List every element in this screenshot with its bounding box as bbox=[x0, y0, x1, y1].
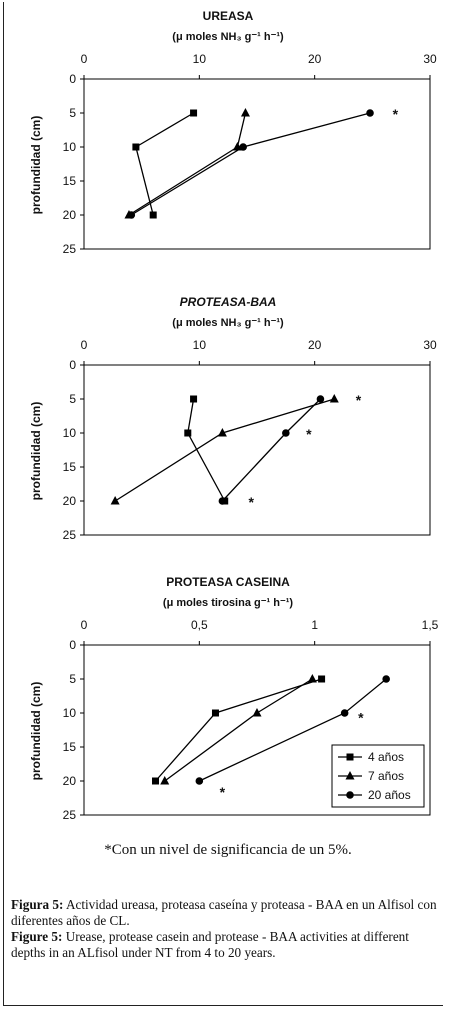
significance-star: * bbox=[356, 392, 362, 408]
data-point-circle bbox=[195, 777, 204, 785]
data-point-circle bbox=[316, 395, 325, 403]
x-tick-label: 30 bbox=[423, 52, 437, 66]
y-tick-label: 25 bbox=[63, 808, 77, 822]
y-tick-label: 20 bbox=[63, 494, 77, 508]
chart-unit-label: (μ moles NH₃ g⁻¹ h⁻¹) bbox=[172, 31, 284, 43]
chart-unit-label: (μ moles tirosina g⁻¹ h⁻¹) bbox=[163, 597, 294, 609]
x-tick-label: 1,5 bbox=[422, 618, 439, 632]
y-tick-label: 5 bbox=[69, 672, 76, 686]
data-point-circle bbox=[340, 709, 349, 717]
caption-en-text: Urease, protease casein and protease - B… bbox=[11, 929, 409, 960]
y-axis-label: profundidad (cm) bbox=[29, 116, 43, 215]
legend-label: 20 años bbox=[368, 788, 411, 802]
series-line-triangle bbox=[128, 112, 247, 216]
data-point-triangle bbox=[160, 776, 170, 785]
y-tick-label: 15 bbox=[63, 460, 77, 474]
chart-proteasa-baa: PROTEASA-BAA (μ moles NH₃ g⁻¹ h⁻¹) profu… bbox=[29, 295, 437, 542]
footnote: *Con un nivel de significancia de un 5%. bbox=[104, 842, 352, 858]
y-tick-label: 0 bbox=[69, 72, 76, 86]
series-line-triangle bbox=[164, 678, 313, 782]
y-tick-label: 5 bbox=[69, 106, 76, 120]
y-tick-label: 10 bbox=[63, 140, 77, 154]
legend-marker-triangle bbox=[345, 771, 355, 780]
data-point-triangle bbox=[240, 108, 250, 117]
data-point-circle bbox=[127, 211, 136, 219]
plot-area bbox=[83, 644, 431, 816]
data-point-square bbox=[211, 709, 219, 717]
data-point-triangle bbox=[252, 708, 262, 717]
data-point-circle bbox=[366, 109, 374, 117]
chart-title: UREASA bbox=[203, 9, 254, 23]
data-point-square bbox=[184, 429, 192, 437]
significance-star: * bbox=[393, 106, 399, 122]
chart-unit-label: (μ moles NH₃ g⁻¹ h⁻¹) bbox=[172, 317, 284, 329]
significance-star: * bbox=[306, 426, 312, 442]
data-point-square bbox=[132, 143, 140, 151]
x-tick-label: 20 bbox=[308, 338, 322, 352]
x-tick-label: 0,5 bbox=[191, 618, 208, 632]
series-line-square bbox=[187, 398, 226, 502]
data-point-circle bbox=[282, 429, 290, 437]
legend-marker-square bbox=[346, 753, 354, 761]
y-axis-label: profundidad (cm) bbox=[29, 402, 43, 501]
chart-title: PROTEASA-BAA bbox=[180, 295, 277, 309]
legend-label: 7 años bbox=[368, 769, 404, 783]
data-point-square bbox=[152, 777, 160, 785]
data-point-circle bbox=[239, 143, 247, 151]
data-point-triangle bbox=[307, 674, 317, 683]
x-tick-label: 1 bbox=[311, 618, 318, 632]
x-tick-label: 10 bbox=[193, 338, 207, 352]
significance-star: * bbox=[358, 709, 364, 725]
x-tick-label: 30 bbox=[423, 338, 437, 352]
y-tick-label: 15 bbox=[63, 740, 77, 754]
caption-en-label: Figure 5: bbox=[11, 929, 63, 944]
legend-label: 4 años bbox=[368, 750, 404, 764]
y-tick-label: 15 bbox=[63, 174, 77, 188]
chart-title: PROTEASA CASEINA bbox=[166, 575, 290, 589]
x-tick-label: 0 bbox=[81, 338, 88, 352]
y-tick-label: 25 bbox=[63, 528, 77, 542]
y-tick-label: 10 bbox=[63, 706, 77, 720]
significance-star: * bbox=[220, 784, 226, 800]
significance-star: * bbox=[249, 494, 255, 510]
caption-es-text: Actividad ureasa, proteasa caseína y pro… bbox=[11, 897, 437, 928]
series-line-triangle bbox=[114, 398, 335, 502]
caption-es-label: Figura 5: bbox=[11, 897, 64, 912]
data-point-triangle bbox=[217, 428, 227, 437]
plot-area bbox=[83, 364, 431, 536]
data-point-circle bbox=[218, 497, 227, 505]
x-tick-label: 20 bbox=[308, 52, 322, 66]
data-point-triangle bbox=[110, 496, 120, 505]
y-tick-label: 20 bbox=[63, 774, 77, 788]
x-tick-label: 10 bbox=[193, 52, 207, 66]
chart-ureasa: UREASA (μ moles NH₃ g⁻¹ h⁻¹) profundidad… bbox=[29, 9, 437, 256]
y-tick-label: 0 bbox=[69, 638, 76, 652]
series-line-square bbox=[135, 112, 194, 216]
series-line-square bbox=[155, 678, 322, 782]
plot-area bbox=[83, 78, 431, 250]
y-tick-label: 10 bbox=[63, 426, 77, 440]
y-tick-label: 20 bbox=[63, 208, 77, 222]
data-point-square bbox=[149, 211, 157, 219]
y-axis-label: profundidad (cm) bbox=[29, 682, 43, 781]
y-tick-label: 25 bbox=[63, 242, 77, 256]
y-tick-label: 5 bbox=[69, 392, 76, 406]
data-point-triangle bbox=[329, 394, 339, 403]
series-line-circle bbox=[221, 398, 321, 502]
chart-proteasa-caseina: PROTEASA CASEINA (μ moles tirosina g⁻¹ h… bbox=[29, 575, 439, 822]
caption-en: Figure 5: Urease, protease casein and pr… bbox=[11, 929, 437, 961]
data-point-square bbox=[318, 675, 326, 683]
data-point-circle bbox=[382, 675, 390, 683]
x-tick-label: 0 bbox=[81, 52, 88, 66]
y-tick-label: 0 bbox=[69, 358, 76, 372]
caption-es: Figura 5: Actividad ureasa, proteasa cas… bbox=[11, 897, 437, 929]
legend-marker-circle bbox=[346, 791, 354, 799]
x-tick-label: 0 bbox=[81, 618, 88, 632]
figure-frame bbox=[3, 2, 443, 1006]
data-point-square bbox=[190, 395, 198, 403]
data-point-square bbox=[190, 109, 198, 117]
figure-caption: Figura 5: Actividad ureasa, proteasa cas… bbox=[11, 897, 437, 961]
